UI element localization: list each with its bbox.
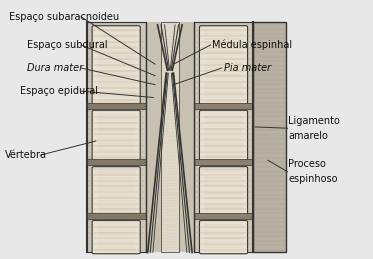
Text: Médula espinhal: Médula espinhal bbox=[212, 40, 292, 50]
Bar bbox=[87, 22, 146, 253]
Bar bbox=[87, 213, 146, 219]
Bar bbox=[253, 22, 286, 253]
Text: Proceso: Proceso bbox=[288, 159, 326, 169]
Bar bbox=[194, 213, 253, 219]
FancyBboxPatch shape bbox=[200, 167, 248, 215]
Text: Pia mater: Pia mater bbox=[223, 63, 271, 73]
Text: Espaço subaracnoideu: Espaço subaracnoideu bbox=[9, 12, 119, 22]
FancyBboxPatch shape bbox=[200, 26, 248, 105]
Bar bbox=[87, 103, 146, 109]
FancyBboxPatch shape bbox=[92, 26, 140, 105]
FancyBboxPatch shape bbox=[92, 220, 140, 254]
Bar bbox=[194, 159, 253, 165]
Text: espinhoso: espinhoso bbox=[288, 175, 338, 184]
Text: Dura mater: Dura mater bbox=[27, 63, 84, 73]
Text: Espaço subdural: Espaço subdural bbox=[27, 40, 108, 50]
Text: Vértebra: Vértebra bbox=[5, 150, 47, 160]
Text: amarelo: amarelo bbox=[288, 131, 328, 141]
Bar bbox=[194, 22, 253, 253]
FancyBboxPatch shape bbox=[92, 167, 140, 215]
Text: Espaço epidural: Espaço epidural bbox=[20, 86, 98, 96]
Bar bbox=[194, 103, 253, 109]
FancyBboxPatch shape bbox=[200, 110, 248, 162]
FancyBboxPatch shape bbox=[92, 110, 140, 162]
Bar bbox=[161, 22, 179, 253]
Bar bbox=[87, 159, 146, 165]
Bar bbox=[146, 22, 194, 253]
Text: Ligamento: Ligamento bbox=[288, 116, 340, 126]
FancyBboxPatch shape bbox=[200, 220, 248, 254]
